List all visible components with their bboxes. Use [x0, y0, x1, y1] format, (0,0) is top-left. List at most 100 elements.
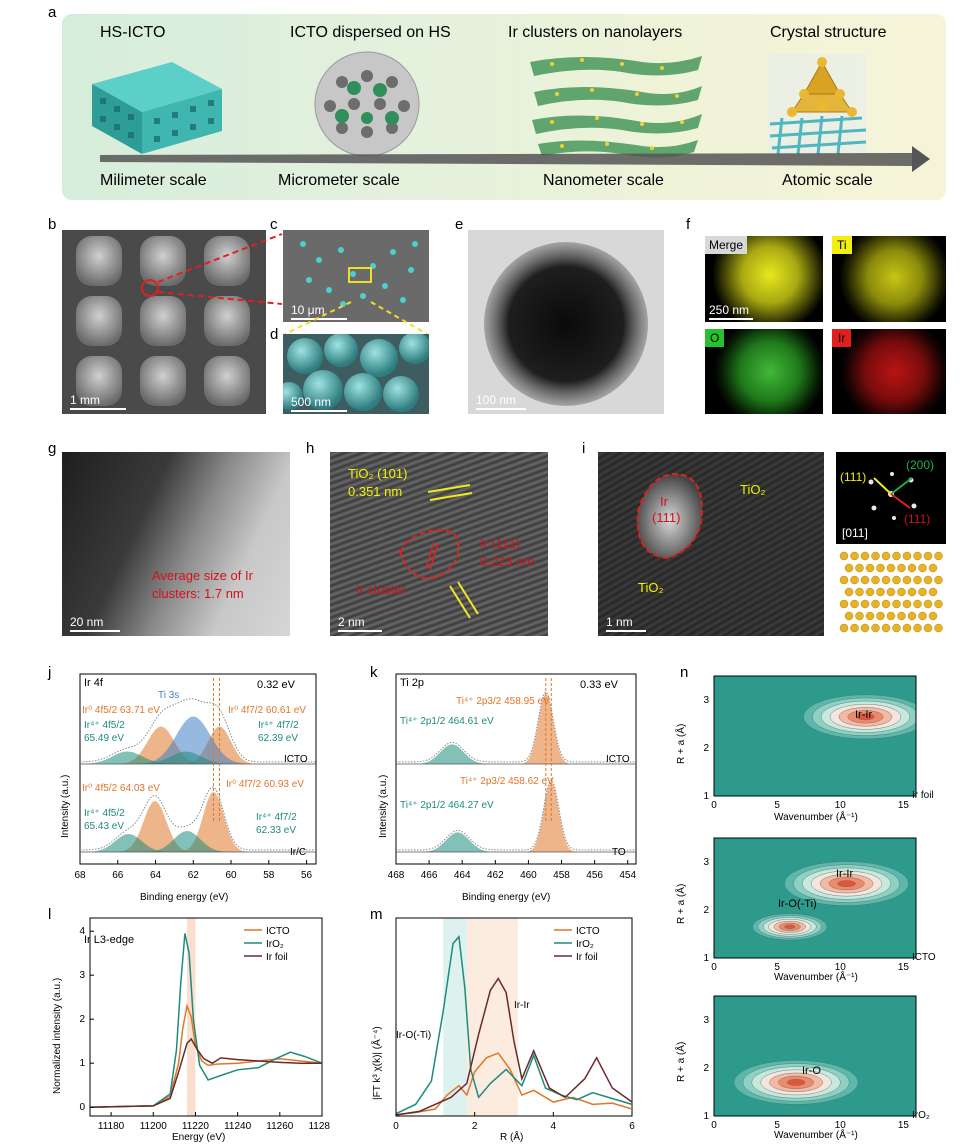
chart-m-label-iro: Ir-O(-Ti)	[396, 1030, 432, 1041]
y-tick-label: 3	[703, 1015, 709, 1026]
lattice-atom	[923, 599, 933, 609]
fft-11bar1-label: (111)	[904, 512, 931, 526]
chart-k-ti12-to: Ti⁴⁺ 2p1/2 464.27 eV	[400, 800, 494, 811]
microsphere-cluster	[283, 334, 429, 412]
legend-entry: ICTO	[576, 926, 600, 937]
chart-j-sample-icto: ICTO	[284, 754, 308, 765]
chart-j-ir0-72-icto: Ir⁰ 4f7/2 60.61 eV	[228, 705, 306, 716]
x-tick-label: 11220	[182, 1121, 210, 1132]
legend-entry: ICTO	[266, 926, 290, 937]
map-merge-label: Merge	[705, 236, 748, 254]
lattice-atom	[886, 563, 896, 573]
panel-i-ir-plane: (111)	[652, 510, 681, 525]
x-tick-label: 0	[711, 800, 717, 811]
lattice-atom	[934, 623, 943, 633]
zoom-lines-c-d	[284, 301, 428, 335]
lattice-atom	[871, 623, 880, 633]
panel-label-n: n	[680, 664, 689, 681]
x-tick-label: 68	[74, 870, 86, 881]
lattice-overlays	[398, 484, 479, 619]
lattice-atom	[876, 563, 885, 573]
x-tick-label: 15	[898, 800, 910, 811]
y-tick-label: 2	[703, 905, 709, 916]
x-tick-label: 5	[774, 800, 780, 811]
lattice-atom	[902, 599, 912, 609]
lattice-atom	[907, 611, 917, 621]
lattice-atom	[923, 551, 933, 561]
chart-k-sample-icto: ICTO	[606, 754, 630, 765]
lattice-atom	[844, 587, 854, 597]
chart-j-ir4-72-icto-val: 62.39 eV	[258, 733, 299, 744]
nanolayers-illustration	[530, 56, 702, 158]
panel-label-e: e	[455, 216, 464, 233]
chart-j-ti3s: Ti 3s	[158, 690, 180, 701]
scale-arrow	[100, 146, 930, 172]
lattice-atom	[865, 563, 875, 573]
panel-a-scale-1: Milimeter scale	[100, 172, 207, 189]
x-tick-label: 468	[388, 870, 405, 881]
wavelet-contour	[837, 880, 856, 887]
tio2-plane-label: TiO₂ (101)	[348, 466, 408, 481]
y-tick-label: 2	[703, 743, 709, 754]
lattice-atom	[850, 551, 859, 561]
x-tick-label: 58	[263, 870, 275, 881]
lattice-atom	[928, 563, 938, 573]
chart-m-exafs: 0 2 4 6 ICTO IrO₂ Ir foil	[393, 917, 635, 1132]
chart-j-ir0-52-irc: Ir⁰ 4f5/2 64.03 eV	[82, 783, 160, 794]
x-tick-label: 458	[553, 870, 570, 881]
wavelet-contour	[784, 924, 796, 929]
chart-n-sample-irfoil: Ir foil	[912, 790, 934, 801]
chart-n-xlabel-1: Wavenumber (Å⁻¹)	[774, 812, 858, 823]
map-ti: Ti	[832, 236, 946, 322]
lattice-atom	[865, 611, 875, 621]
panel-label-k: k	[370, 664, 378, 681]
chart-n-peak-icto-irir: Ir-Ir	[836, 868, 854, 880]
lattice-atom	[860, 599, 870, 609]
panel-e-tem-image: 100 nm	[468, 230, 664, 414]
x-tick-label: 64	[150, 870, 162, 881]
x-tick-label: 11180	[98, 1121, 125, 1132]
chart-n-wavelet-iro2: 0 5 10 15 1 2 3	[703, 995, 917, 1131]
lattice-atom	[839, 599, 849, 609]
plot-frame	[395, 917, 633, 1117]
panel-label-d: d	[270, 326, 279, 343]
chart-n-ylabel-3: R + a (Å)	[676, 1041, 687, 1082]
panel-d-scalebar: 500 nm	[291, 395, 347, 412]
lattice-atom	[913, 599, 922, 609]
lattice-atom	[855, 611, 864, 621]
legend-entry: Ir foil	[266, 952, 288, 963]
series-IrO₂	[89, 933, 323, 1108]
lattice-atom	[839, 551, 849, 561]
map-o-label: O	[705, 329, 725, 347]
x-tick-label: 464	[454, 870, 471, 881]
panel-label-h: h	[306, 440, 315, 457]
lattice-atom	[844, 563, 854, 573]
panel-g-tem-image: Average size of Ir clusters: 1.7 nm 20 n…	[62, 452, 290, 636]
ir-spacing-label: 0.223 nm	[480, 554, 535, 569]
plot-frame	[89, 917, 323, 1117]
ir-cluster-label: Ir cluster	[356, 582, 406, 597]
chart-n-peak-iro2: Ir-O	[802, 1065, 821, 1077]
plot-frame	[713, 995, 917, 1117]
panel-label-i: i	[582, 440, 586, 457]
panel-i-tio2-label-b: TiO₂	[638, 580, 664, 595]
lattice-atom	[865, 587, 875, 597]
chart-k-xps-ti2p: 468 466 464 462 460 458 456 454	[388, 673, 637, 881]
lattice-atom	[860, 623, 870, 633]
panel-f-scalebar: 250 nm	[709, 303, 753, 320]
lattice-atom	[839, 623, 849, 633]
panel-a-title-3: Ir clusters on nanolayers	[508, 24, 683, 41]
panel-e-scalebar: 100 nm	[476, 393, 526, 410]
y-tick-label: 2	[79, 1014, 85, 1025]
raw-spectrum-irc	[79, 786, 316, 851]
x-tick-label: 462	[487, 870, 504, 881]
lattice-atom	[923, 623, 933, 633]
fft-200-label: (200)	[906, 458, 935, 472]
chart-l-xlabel: Energy (eV)	[172, 1132, 226, 1143]
x-tick-label: 10	[835, 962, 847, 973]
chart-j-sample-irc: Ir/C	[290, 847, 307, 858]
chart-j-xlabel: Binding energy (eV)	[140, 892, 229, 903]
fit-peak-ir4-52	[80, 751, 316, 764]
lattice-atom	[871, 551, 880, 561]
